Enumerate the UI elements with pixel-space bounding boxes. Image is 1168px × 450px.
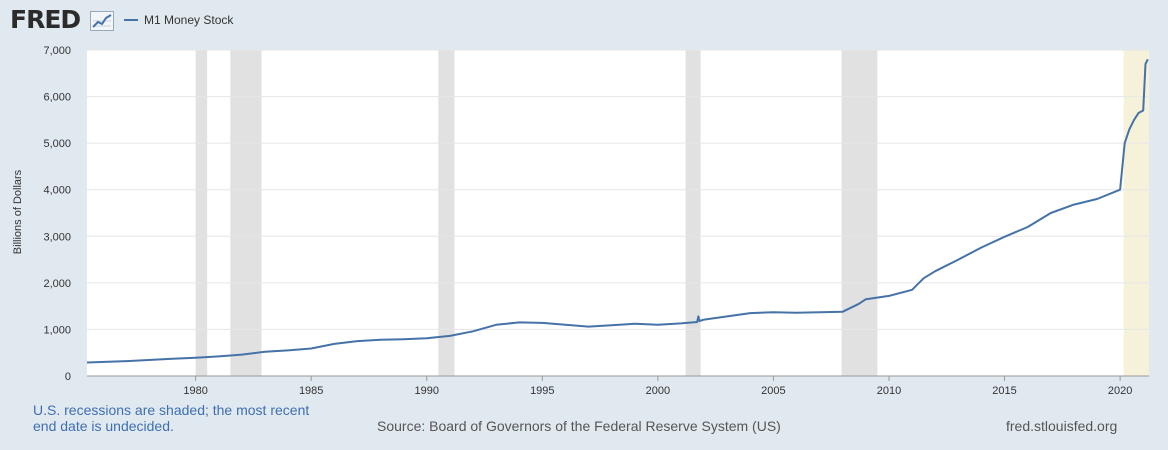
chart-header: FRED M1 Money Stock [0,0,1168,44]
x-tick-label: 1985 [299,385,323,397]
x-tick-label: 1980 [183,385,207,397]
x-tick-label: 2015 [992,385,1016,397]
y-tick-label: 6,000 [43,92,71,104]
source-note: Source: Board of Governors of the Federa… [377,418,781,434]
x-tick-label: 1995 [530,385,554,397]
current-recession-band [1123,50,1149,376]
legend-label: M1 Money Stock [144,13,234,27]
legend-swatch [124,19,138,21]
recession-band [438,50,455,376]
y-tick-label: 2,000 [43,278,71,290]
y-tick-label: 5,000 [43,138,71,150]
recession-band [841,50,878,376]
x-tick-label: 2010 [877,385,901,397]
site-link[interactable]: fred.stlouisfed.org [1006,418,1118,434]
recession-note: U.S. recessions are shaded; the most rec… [33,402,310,434]
plot-area [87,50,1149,376]
x-tick-label: 2000 [646,385,670,397]
recession-band [195,50,208,376]
x-tick-label: 2005 [761,385,785,397]
fred-logo: FRED [10,5,81,34]
y-tick-label: 0 [65,371,71,383]
y-tick-label: 3,000 [43,231,71,243]
recession-band [230,50,262,376]
x-tick-label: 1990 [415,385,439,397]
y-tick-label: 4,000 [43,185,71,197]
y-tick-label: 7,000 [43,45,71,57]
y-tick-label: 1,000 [43,324,71,336]
recession-band [685,50,701,376]
x-tick-label: 2020 [1108,385,1132,397]
fred-chart-icon [90,11,114,31]
series-line-m1-money-stock [86,58,1149,364]
